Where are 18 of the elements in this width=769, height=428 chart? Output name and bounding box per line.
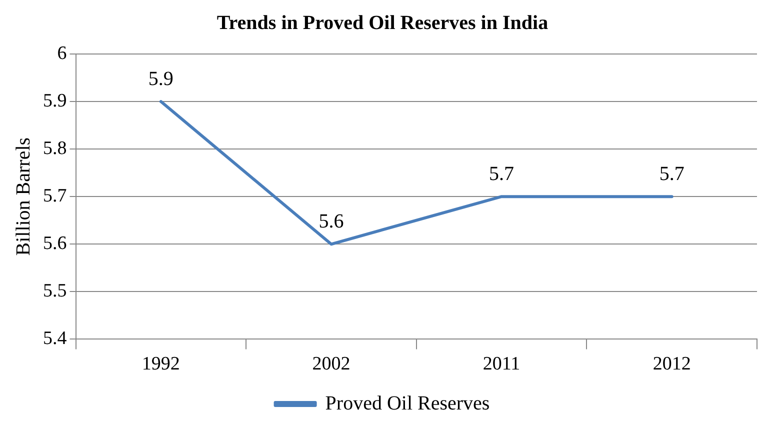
x-tick-label: 2012 bbox=[652, 354, 691, 375]
x-tick-label: 2011 bbox=[482, 354, 520, 375]
y-tick-label: 5.7 bbox=[43, 186, 67, 207]
data-label: 5.7 bbox=[659, 162, 684, 185]
y-tick-label: 5.4 bbox=[43, 328, 68, 350]
y-tick-label: 5.6 bbox=[43, 233, 67, 254]
y-tick-label: 6 bbox=[57, 42, 67, 64]
y-axis-title: Billion Barrels bbox=[12, 137, 34, 256]
legend-label: Proved Oil Reserves bbox=[325, 392, 490, 414]
y-tick-label: 5.8 bbox=[43, 138, 67, 160]
x-tick-label: 2002 bbox=[312, 354, 350, 375]
y-tick-label: 5.5 bbox=[43, 280, 67, 302]
data-label: 5.9 bbox=[148, 68, 174, 90]
data-label: 5.6 bbox=[318, 210, 344, 232]
chart-title: Trends in Proved Oil Reserves in India bbox=[216, 12, 548, 34]
data-label: 5.7 bbox=[489, 162, 514, 185]
y-tick-label: 5.9 bbox=[43, 90, 67, 112]
x-tick-label: 1992 bbox=[142, 354, 180, 375]
